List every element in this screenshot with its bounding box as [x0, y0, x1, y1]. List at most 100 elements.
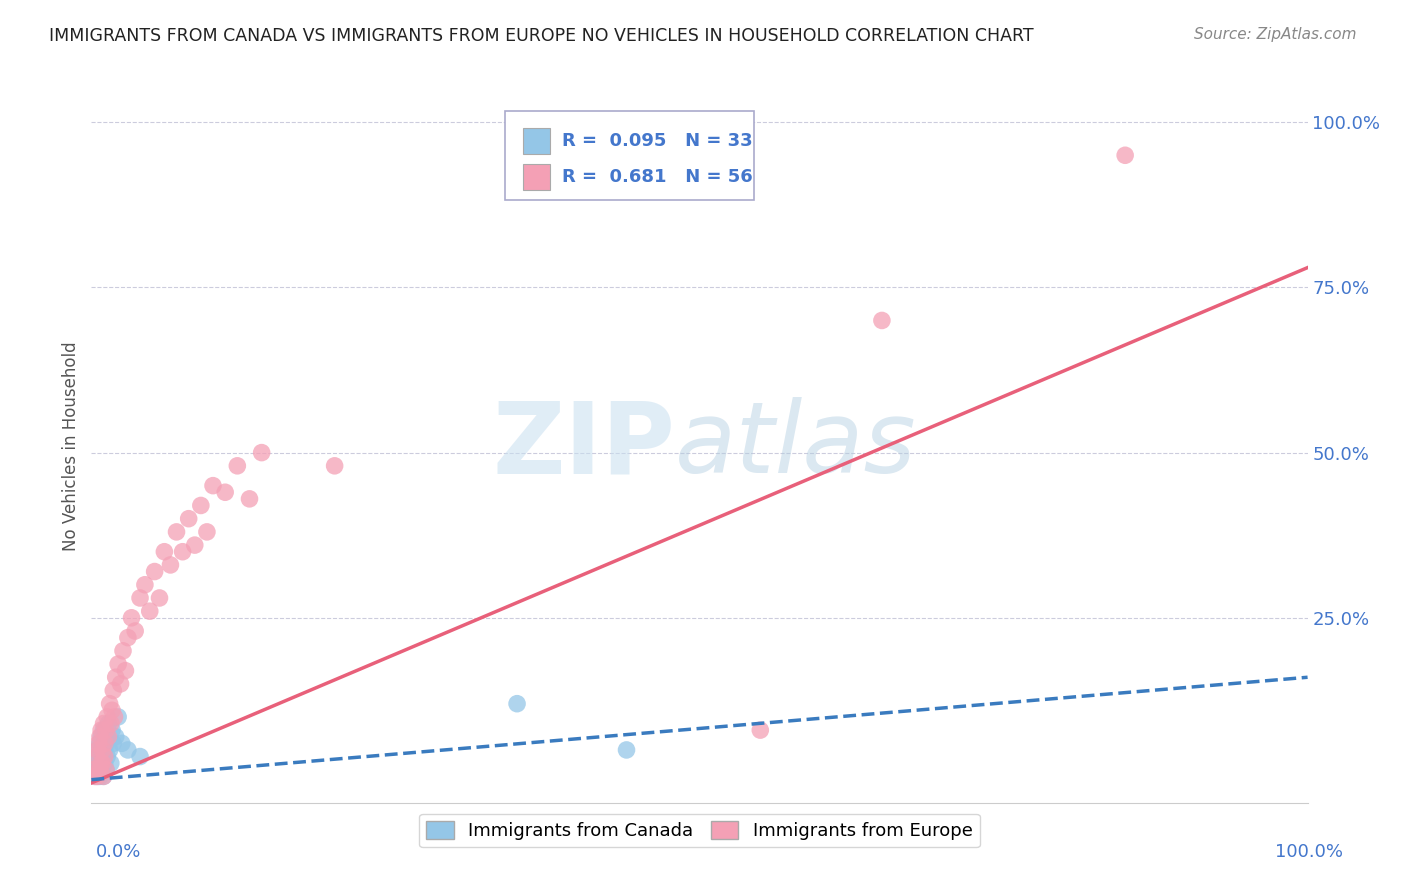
Point: [87, 736, 110, 750]
Point: [195, 524, 218, 539]
Point: [94, 763, 117, 777]
Point: [83, 763, 105, 777]
Point: [148, 591, 170, 605]
Point: [86, 769, 108, 783]
Point: [616, 743, 638, 757]
Point: [110, 677, 132, 691]
Point: [870, 313, 893, 327]
Point: [87, 763, 110, 777]
Point: [159, 558, 181, 572]
Point: [124, 624, 146, 638]
Text: ZIP: ZIP: [492, 398, 675, 494]
Legend: Immigrants from Canada, Immigrants from Europe: Immigrants from Canada, Immigrants from …: [419, 814, 980, 847]
Text: IMMIGRANTS FROM CANADA VS IMMIGRANTS FROM EUROPE NO VEHICLES IN HOUSEHOLD CORREL: IMMIGRANTS FROM CANADA VS IMMIGRANTS FRO…: [49, 27, 1033, 45]
Point: [93, 723, 115, 738]
Point: [103, 736, 125, 750]
Text: 0.0%: 0.0%: [96, 843, 141, 861]
Point: [91, 763, 114, 777]
Point: [111, 736, 134, 750]
Point: [91, 749, 114, 764]
Point: [94, 736, 117, 750]
Point: [94, 749, 117, 764]
Point: [117, 631, 139, 645]
FancyBboxPatch shape: [505, 111, 754, 200]
Point: [114, 664, 136, 678]
Text: Source: ZipAtlas.com: Source: ZipAtlas.com: [1194, 27, 1357, 42]
Point: [103, 683, 125, 698]
Point: [89, 769, 111, 783]
Y-axis label: No Vehicles in Household: No Vehicles in Household: [62, 341, 80, 551]
Point: [129, 591, 152, 605]
Point: [87, 749, 110, 764]
Point: [506, 697, 529, 711]
FancyBboxPatch shape: [523, 164, 550, 190]
Point: [107, 657, 129, 671]
Point: [84, 769, 107, 783]
Point: [101, 723, 124, 738]
Point: [87, 763, 110, 777]
Text: 100.0%: 100.0%: [1275, 843, 1343, 861]
Point: [89, 736, 111, 750]
Point: [226, 458, 249, 473]
Point: [89, 763, 111, 777]
Point: [86, 743, 108, 757]
Point: [90, 723, 112, 738]
Point: [104, 730, 127, 744]
Point: [104, 670, 127, 684]
Point: [100, 756, 122, 771]
Point: [250, 445, 273, 459]
Point: [98, 697, 121, 711]
Point: [153, 545, 176, 559]
Point: [90, 730, 112, 744]
Point: [94, 723, 117, 738]
FancyBboxPatch shape: [523, 128, 550, 154]
Point: [96, 730, 118, 744]
Point: [90, 756, 112, 771]
Point: [86, 769, 108, 783]
Point: [97, 716, 120, 731]
Point: [100, 716, 122, 731]
Point: [89, 730, 111, 744]
Text: R =  0.681   N = 56: R = 0.681 N = 56: [562, 168, 752, 186]
Point: [117, 743, 139, 757]
Text: R =  0.095   N = 33: R = 0.095 N = 33: [562, 132, 752, 150]
Point: [139, 604, 162, 618]
Point: [94, 736, 117, 750]
Point: [184, 538, 207, 552]
Point: [172, 545, 194, 559]
Point: [91, 743, 114, 757]
Point: [96, 749, 118, 764]
Point: [129, 749, 152, 764]
Point: [1114, 148, 1136, 162]
Point: [97, 730, 120, 744]
Point: [238, 491, 260, 506]
Point: [94, 743, 117, 757]
Point: [107, 710, 129, 724]
Point: [84, 756, 107, 771]
Point: [202, 478, 225, 492]
Point: [121, 611, 143, 625]
Point: [86, 743, 108, 757]
Point: [111, 644, 134, 658]
Point: [91, 756, 114, 771]
Point: [177, 511, 200, 525]
Point: [166, 524, 188, 539]
Point: [143, 565, 166, 579]
Point: [190, 499, 212, 513]
Point: [84, 769, 107, 783]
Point: [749, 723, 772, 738]
Point: [214, 485, 236, 500]
Point: [96, 710, 118, 724]
Point: [94, 756, 117, 771]
Text: atlas: atlas: [675, 398, 917, 494]
Point: [94, 763, 117, 777]
Point: [98, 743, 121, 757]
Point: [90, 756, 112, 771]
Point: [323, 458, 346, 473]
Point: [84, 749, 107, 764]
Point: [103, 710, 125, 724]
Point: [101, 703, 124, 717]
Point: [93, 716, 115, 731]
Point: [83, 763, 105, 777]
Point: [93, 769, 115, 783]
